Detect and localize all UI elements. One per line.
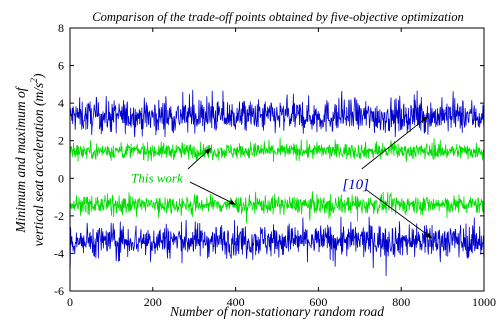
annotation-arrow-head [204,148,211,155]
series-line-max-1 [69,89,485,138]
y-axis-label-close: ) [31,73,46,79]
chart-title: Comparison of the trade-off points obtai… [92,10,463,24]
series-line-min-4 [69,216,485,276]
series-line-min-3 [69,191,485,224]
annotation-label-2: [10] [342,177,369,193]
x-tick-label: 800 [392,295,410,309]
annotation-arrow-line [361,115,429,170]
y-tick-label: 8 [58,21,64,35]
annotation-arrow-head [425,232,433,239]
ticks-layer: 0 200 400 600 800 1000 -6 -4 -2 0 2 4 6 8 [54,21,496,309]
plot-area: This work [10] 0 200 400 600 800 1000 -6 -4 -2 0 2 4… [54,21,496,309]
y-axis-label-superscript: 2 [30,78,40,83]
y-tick-label: 2 [58,134,64,148]
annotation-arrow-line [189,181,236,205]
annotation-arrow-head [421,116,429,123]
y-axis-label: Minimum and maximum of vertical seat acc… [13,73,46,247]
x-tick-label: 200 [144,295,162,309]
x-tick-label: 400 [227,295,245,309]
x-tick-label: 0 [67,295,73,309]
annotations-layer: This work [10] [131,115,433,239]
y-tick-label: 0 [58,171,64,185]
axes-box [69,27,485,292]
x-axis-label: Number of non-stationary random road [169,304,384,319]
annotation-label-1: This work [131,170,183,185]
y-axis-label-line1: Minimum and maximum of [13,85,28,233]
y-tick-label: -2 [54,209,64,223]
y-tick-label: -4 [54,246,64,260]
x-tick-label: 1000 [472,295,496,309]
y-tick-label: 6 [58,59,64,73]
series-line-max-2 [69,137,485,162]
annotation-arrow-line [365,189,433,239]
x-tick-label: 600 [309,295,327,309]
plot-background [70,28,484,291]
y-tick-label: -6 [54,284,64,298]
series-layer [69,89,485,276]
y-axis-label-line2: vertical seat acceleration (m/s2) [30,73,46,247]
y-tick-label: 4 [58,96,64,110]
y-axis-label-main: vertical seat acceleration (m/s [31,83,46,247]
annotation-arrow-head [229,199,236,205]
